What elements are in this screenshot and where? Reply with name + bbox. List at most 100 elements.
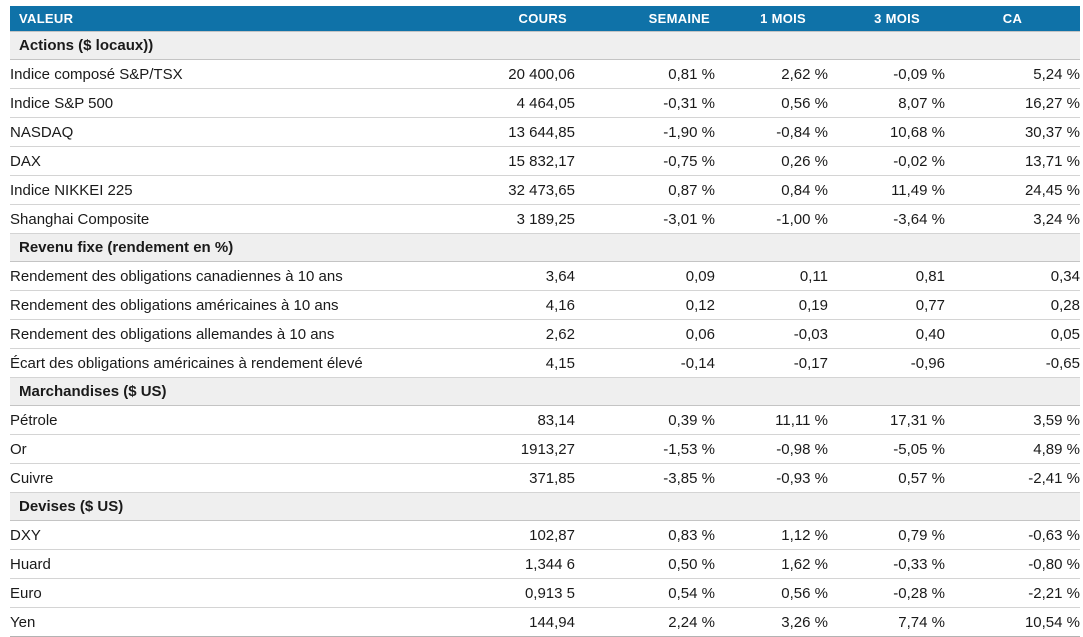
cours-value: 1913,27	[455, 434, 575, 464]
row-label: NASDAQ	[10, 117, 455, 147]
table-row: Indice composé S&P/TSX 20 400,06 0,81 % 2,6…	[10, 59, 1080, 89]
mois3-value: 0,57 %	[828, 463, 945, 493]
semaine-value: 0,06	[575, 319, 715, 349]
ca-value: 24,45 %	[945, 175, 1080, 205]
section-row: Devises ($ US)	[10, 492, 1080, 521]
semaine-value: -1,53 %	[575, 434, 715, 464]
mois1-value: 0,84 %	[715, 175, 828, 205]
column-header-valeur: VALEUR	[10, 6, 455, 32]
ca-value: 10,54 %	[945, 607, 1080, 637]
cours-value: 371,85	[455, 463, 575, 493]
ca-value: -2,21 %	[945, 578, 1080, 608]
column-header-3mois: 3 MOIS	[828, 6, 945, 32]
row-label: Rendement des obligations américaines à …	[10, 290, 455, 320]
mois3-value: 17,31 %	[828, 405, 945, 435]
table-row: Or 1913,27 -1,53 % -0,98 % -5,05 % 4,89 %	[10, 434, 1080, 464]
ca-value: 5,24 %	[945, 59, 1080, 89]
mois1-value: 0,26 %	[715, 146, 828, 176]
row-label: Pétrole	[10, 405, 455, 435]
cours-value: 15 832,17	[455, 146, 575, 176]
mois1-value: -0,84 %	[715, 117, 828, 147]
mois3-value: 8,07 %	[828, 88, 945, 118]
table-row: Pétrole 83,14 0,39 % 11,11 % 17,31 % 3,59 %	[10, 405, 1080, 435]
semaine-value: -3,85 %	[575, 463, 715, 493]
mois1-value: -0,17	[715, 348, 828, 378]
mois3-value: 10,68 %	[828, 117, 945, 147]
cours-value: 83,14	[455, 405, 575, 435]
mois1-value: 0,11	[715, 261, 828, 291]
semaine-value: 0,39 %	[575, 405, 715, 435]
semaine-value: 0,54 %	[575, 578, 715, 608]
mois1-value: -0,03	[715, 319, 828, 349]
ca-value: 13,71 %	[945, 146, 1080, 176]
ca-value: 0,28	[945, 290, 1080, 320]
table-row: Indice NIKKEI 225 32 473,65 0,87 % 0,84 % 11…	[10, 175, 1080, 205]
mois1-value: 1,62 %	[715, 549, 828, 579]
mois1-value: 0,56 %	[715, 88, 828, 118]
mois3-value: -0,33 %	[828, 549, 945, 579]
mois1-value: -1,00 %	[715, 204, 828, 234]
table-row: Indice S&P 500 4 464,05 -0,31 % 0,56 % 8,07 …	[10, 88, 1080, 118]
mois1-value: 2,62 %	[715, 59, 828, 89]
row-label: Shanghai Composite	[10, 204, 455, 234]
table-body: Actions ($ locaux)) Indice composé S&P/TS…	[10, 31, 1080, 637]
section-title: Actions ($ locaux))	[10, 31, 1080, 60]
table-row: Shanghai Composite 3 189,25 -3,01 % -1,00 %…	[10, 204, 1080, 234]
mois1-value: -0,93 %	[715, 463, 828, 493]
mois3-value: -0,28 %	[828, 578, 945, 608]
table-row: Yen 144,94 2,24 % 3,26 % 7,74 % 10,54 %	[10, 607, 1080, 637]
section-title: Marchandises ($ US)	[10, 377, 1080, 406]
cours-value: 3 189,25	[455, 204, 575, 234]
cours-value: 4,16	[455, 290, 575, 320]
section-row: Revenu fixe (rendement en %)	[10, 233, 1080, 262]
table-row: Rendement des obligations canadiennes à …	[10, 261, 1080, 291]
ca-value: -0,63 %	[945, 520, 1080, 550]
ca-value: 16,27 %	[945, 88, 1080, 118]
cours-value: 0,913 5	[455, 578, 575, 608]
cours-value: 144,94	[455, 607, 575, 637]
ca-value: -2,41 %	[945, 463, 1080, 493]
column-header-ca: CA	[945, 6, 1080, 32]
mois1-value: -0,98 %	[715, 434, 828, 464]
mois3-value: 0,81	[828, 261, 945, 291]
row-label: Or	[10, 434, 455, 464]
semaine-value: -0,75 %	[575, 146, 715, 176]
semaine-value: -3,01 %	[575, 204, 715, 234]
ca-value: 3,24 %	[945, 204, 1080, 234]
table-row: Rendement des obligations américaines à …	[10, 290, 1080, 320]
mois1-value: 3,26 %	[715, 607, 828, 637]
cours-value: 13 644,85	[455, 117, 575, 147]
mois1-value: 0,56 %	[715, 578, 828, 608]
ca-value: -0,80 %	[945, 549, 1080, 579]
row-label: Indice composé S&P/TSX	[10, 59, 455, 89]
mois1-value: 11,11 %	[715, 405, 828, 435]
row-label: Euro	[10, 578, 455, 608]
semaine-value: -1,90 %	[575, 117, 715, 147]
cours-value: 1,344 6	[455, 549, 575, 579]
cours-value: 20 400,06	[455, 59, 575, 89]
cours-value: 3,64	[455, 261, 575, 291]
table-row: Huard 1,344 6 0,50 % 1,62 % -0,33 % -0,80 %	[10, 549, 1080, 579]
row-label: Indice S&P 500	[10, 88, 455, 118]
table-row: DAX 15 832,17 -0,75 % 0,26 % -0,02 % 13,71 %	[10, 146, 1080, 176]
row-label: Rendement des obligations allemandes à 1…	[10, 319, 455, 349]
mois3-value: 0,77	[828, 290, 945, 320]
section-title: Devises ($ US)	[10, 492, 1080, 521]
semaine-value: 0,87 %	[575, 175, 715, 205]
header-row: VALEUR COURS SEMAINE 1 MOIS 3 MOIS CA	[10, 6, 1080, 32]
mois3-value: -5,05 %	[828, 434, 945, 464]
semaine-value: 0,83 %	[575, 520, 715, 550]
row-label: Huard	[10, 549, 455, 579]
mois1-value: 0,19	[715, 290, 828, 320]
semaine-value: 0,09	[575, 261, 715, 291]
mois1-value: 1,12 %	[715, 520, 828, 550]
mois3-value: 11,49 %	[828, 175, 945, 205]
cours-value: 32 473,65	[455, 175, 575, 205]
ca-value: 30,37 %	[945, 117, 1080, 147]
row-label: Indice NIKKEI 225	[10, 175, 455, 205]
table-header: VALEUR COURS SEMAINE 1 MOIS 3 MOIS CA	[10, 6, 1080, 32]
column-header-cours: COURS	[455, 6, 575, 32]
column-header-semaine: SEMAINE	[575, 6, 715, 32]
mois3-value: -0,02 %	[828, 146, 945, 176]
